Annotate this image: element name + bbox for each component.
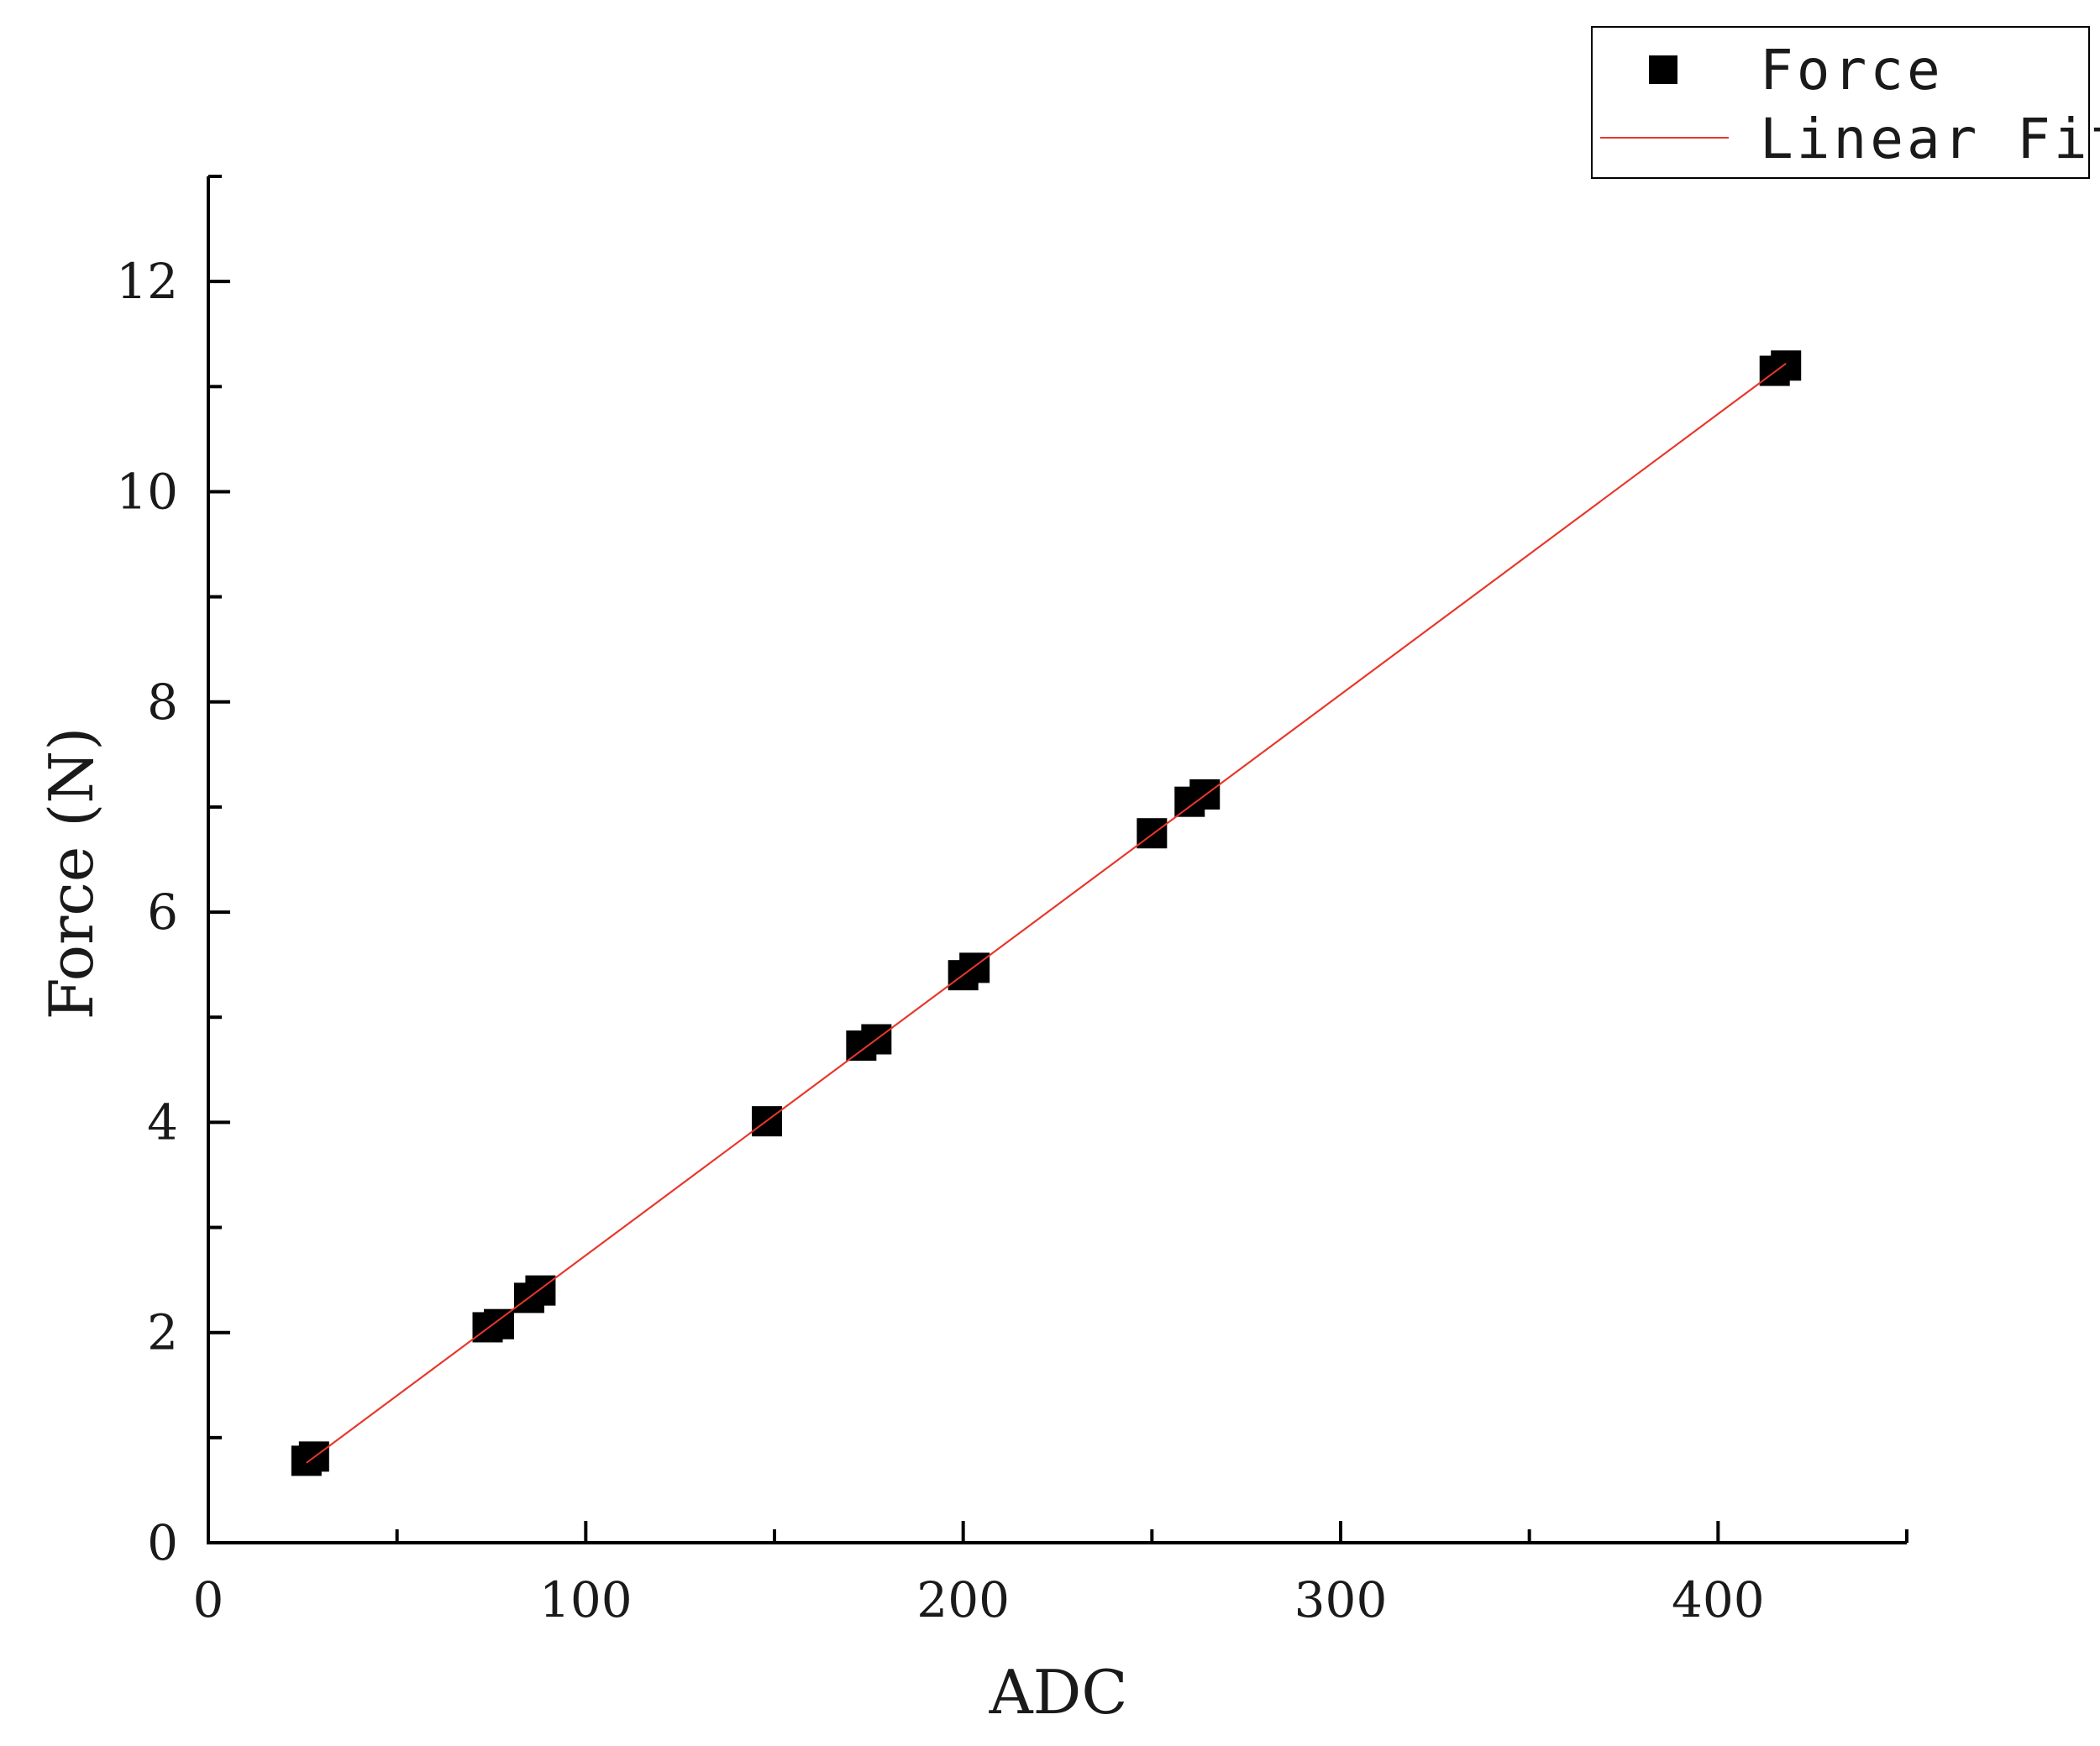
y-axis-title: Force (N) <box>36 727 107 1020</box>
force-data-point <box>1137 818 1168 849</box>
y-tick-label: 12 <box>116 253 178 310</box>
plot-area <box>291 350 1802 1476</box>
x-axis-title: ADC <box>989 1657 1128 1728</box>
force-data-point <box>483 1308 514 1340</box>
axes: 0 100 200 300 400 0 2 4 6 8 10 12 <box>116 175 1908 1628</box>
legend-marker-force <box>1649 55 1677 84</box>
y-tick-label: 6 <box>147 883 178 941</box>
y-tick-label: 4 <box>147 1093 178 1151</box>
y-tick-label: 0 <box>147 1514 178 1571</box>
legend: Force Linear Fit <box>1591 26 2100 179</box>
x-tick-label: 200 <box>916 1571 1010 1628</box>
x-tick-label: 400 <box>1672 1571 1765 1628</box>
y-tick-label: 2 <box>147 1304 178 1361</box>
x-tick-label: 100 <box>539 1571 633 1628</box>
force-data-point <box>959 952 990 983</box>
y-tick-label: 8 <box>147 674 178 731</box>
legend-label-force: Force <box>1760 38 1944 102</box>
y-tick-label: 10 <box>116 463 178 520</box>
legend-label-linear-fit: Linear Fit <box>1760 107 2100 171</box>
x-tick-label: 300 <box>1294 1571 1388 1628</box>
force-data-point <box>525 1275 556 1306</box>
x-tick-label: 0 <box>193 1571 224 1628</box>
force-data-point <box>1771 350 1802 381</box>
linear-fit-line-overlay <box>306 362 1787 1464</box>
legend-box <box>1591 26 2090 179</box>
